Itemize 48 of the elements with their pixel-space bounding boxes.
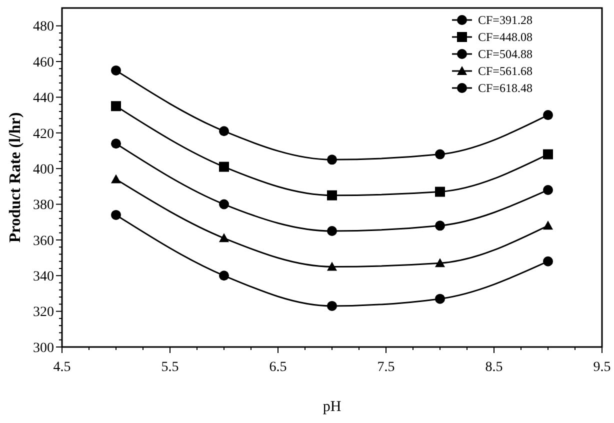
x-tick-label: 6.5: [269, 360, 287, 375]
point: [435, 220, 445, 231]
point: [435, 258, 445, 268]
point: [327, 190, 337, 200]
point: [543, 184, 553, 195]
point: [327, 226, 337, 236]
x-tick-label: 9.5: [593, 360, 611, 375]
legend-label: CF=561.68: [478, 64, 532, 78]
y-tick-label: 480: [33, 20, 54, 35]
y-tick-label: 360: [33, 234, 54, 249]
x-axis-title: pH: [322, 399, 342, 415]
y-tick-label: 400: [33, 162, 54, 178]
point: [219, 126, 229, 136]
y-axis-title: Product Rate (l/hr): [7, 112, 24, 243]
x-tick-label: 8.5: [485, 360, 503, 375]
point: [435, 294, 445, 304]
y-tick-label: 440: [33, 91, 54, 106]
point: [327, 154, 337, 165]
legend-label: CF=504.88: [478, 47, 532, 62]
y-tick-label: 340: [33, 270, 54, 285]
point: [111, 174, 121, 184]
point: [327, 262, 337, 271]
x-tick-label: 5.5: [161, 360, 179, 375]
x-tick-label: 4.5: [53, 360, 71, 375]
point: [219, 233, 229, 242]
legend-label: CF=391.28: [478, 13, 532, 28]
x-tick-label: 7.5: [377, 360, 395, 375]
point: [111, 210, 121, 220]
point: [219, 270, 229, 281]
point: [543, 256, 553, 266]
point: [219, 162, 229, 172]
y-tick-label: 420: [33, 126, 54, 142]
point: [327, 300, 337, 311]
point: [543, 220, 553, 230]
point: [543, 149, 553, 160]
y-tick-label: 320: [33, 305, 54, 320]
point: [219, 199, 229, 210]
point: [543, 110, 553, 120]
point: [111, 138, 121, 149]
legend-label: CF=618.48: [478, 81, 532, 96]
point: [111, 101, 121, 112]
y-tick-label: 300: [33, 340, 54, 356]
point: [435, 186, 445, 197]
y-tick-label: 460: [33, 55, 54, 70]
legend-label: CF=448.08: [478, 30, 532, 44]
point: [111, 65, 121, 76]
y-tick-label: 380: [33, 198, 54, 214]
point: [435, 149, 445, 160]
